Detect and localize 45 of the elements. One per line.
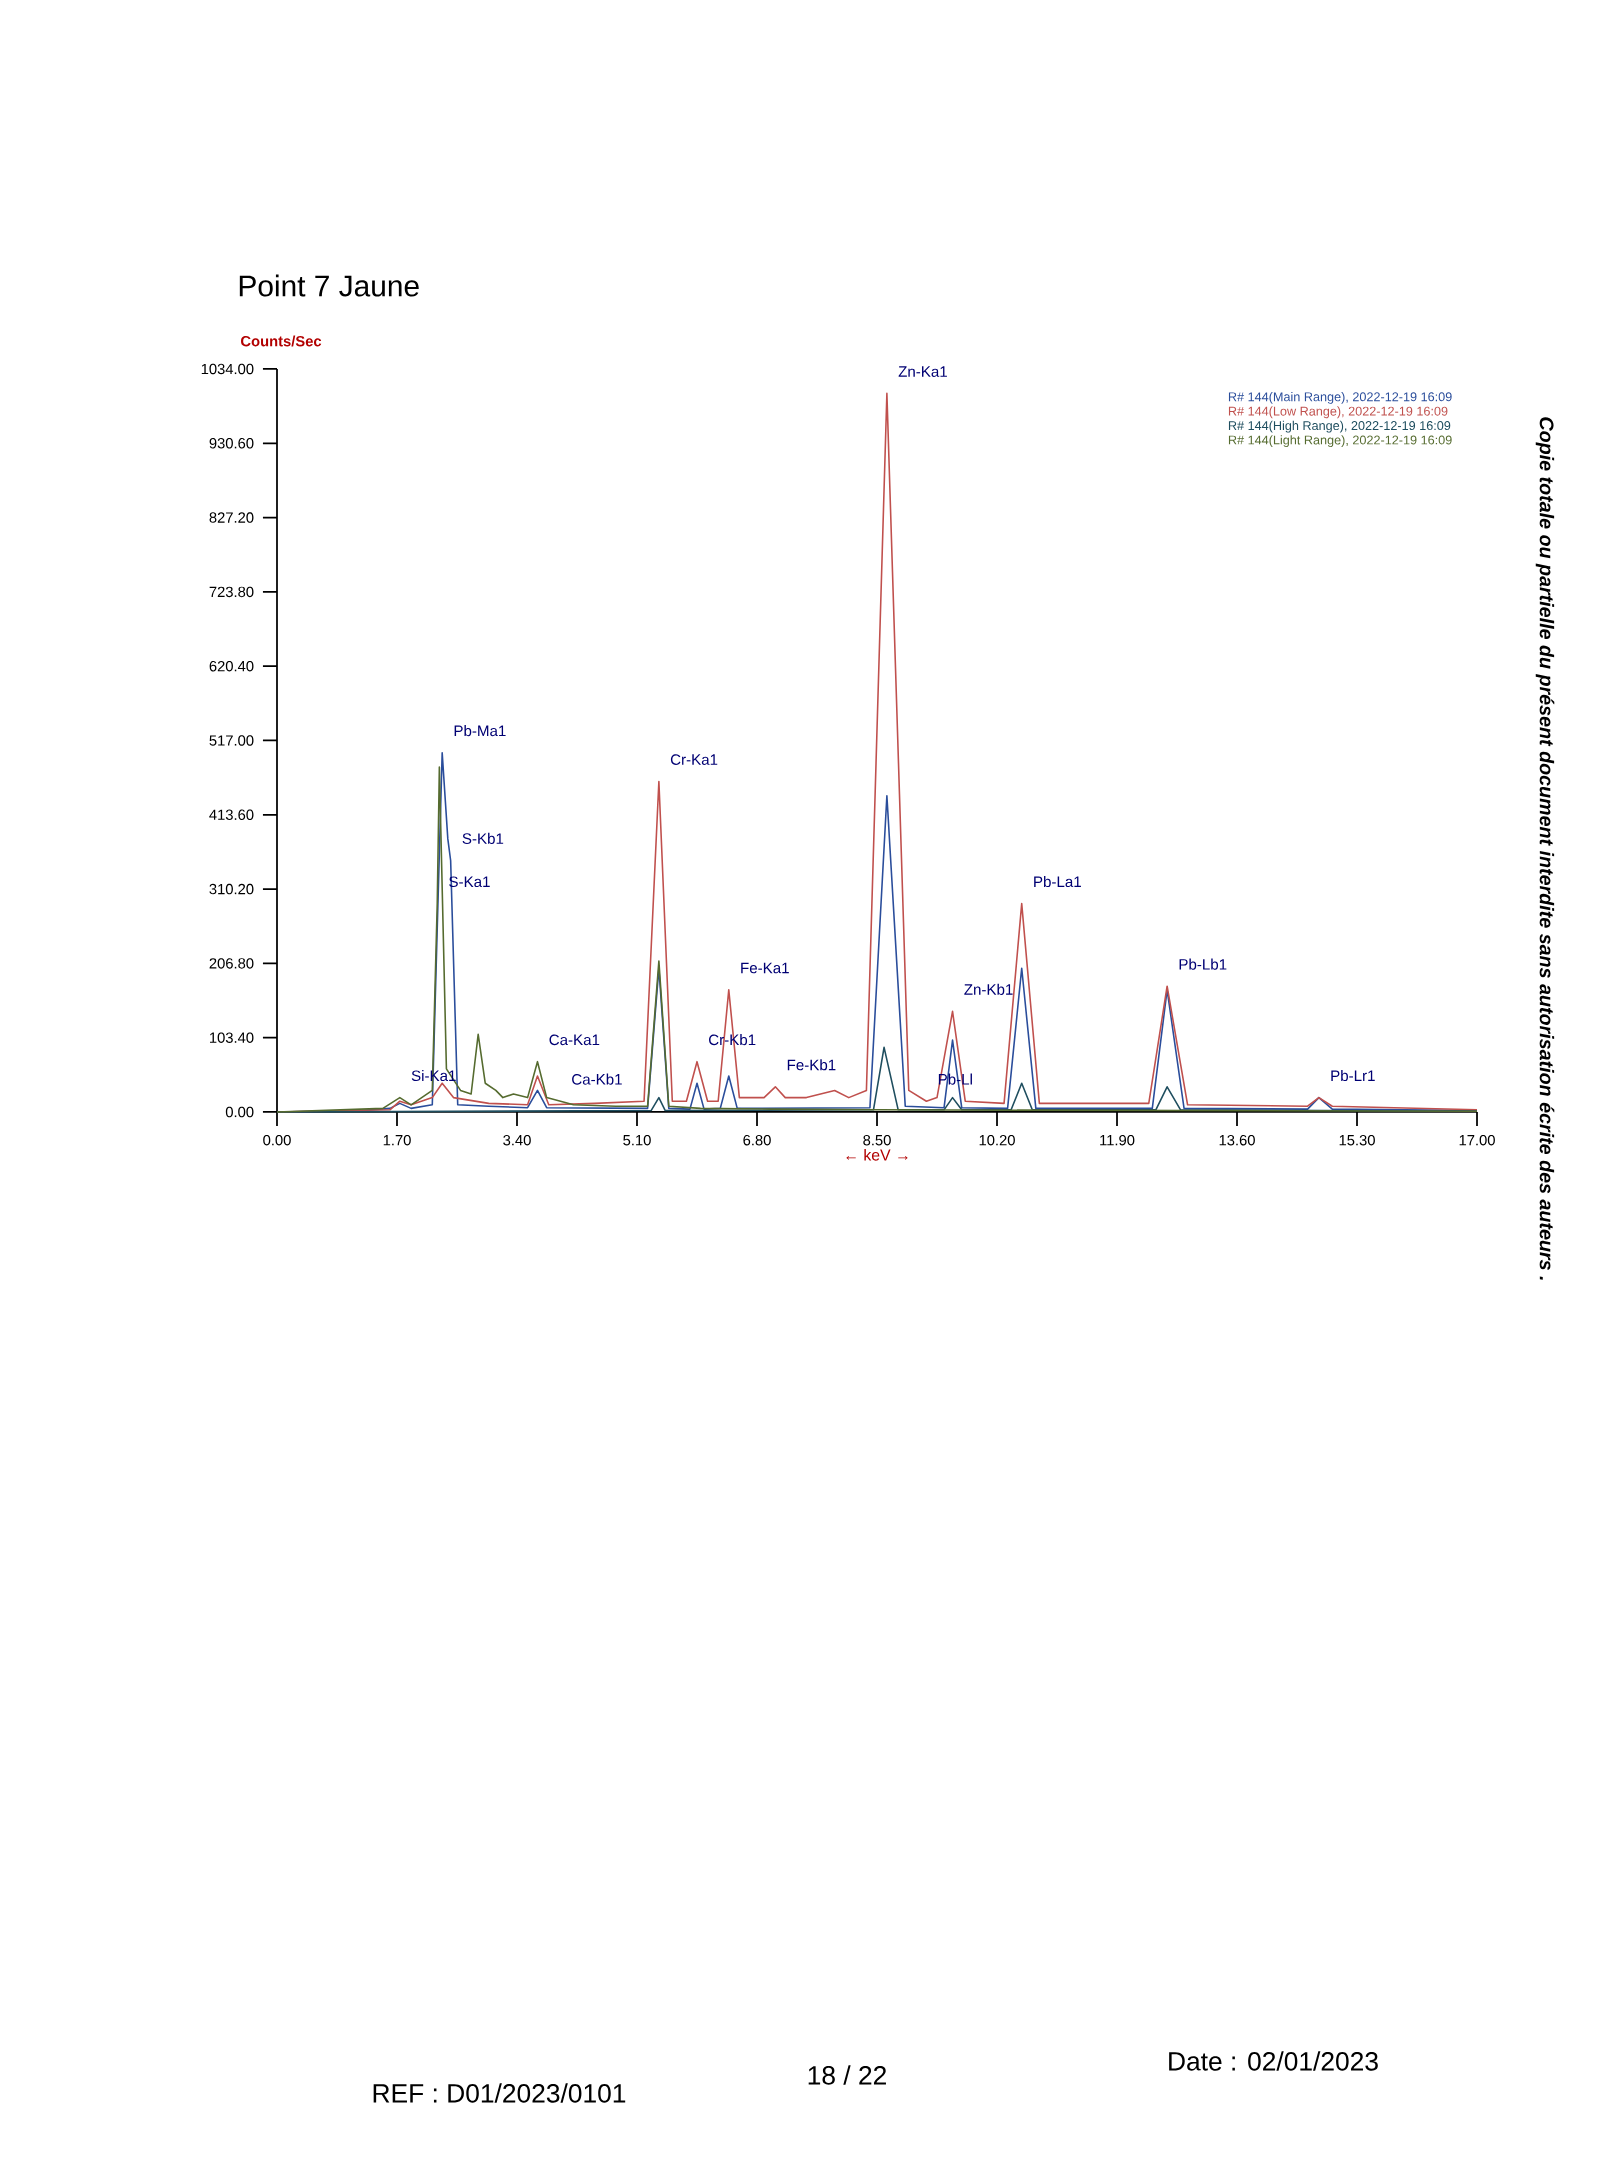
y-tick-label: 1034.00 [201,363,254,375]
annotation: Cr-Ka1 [670,754,718,765]
annotation: Zn-Kb1 [964,983,1013,995]
x-tick-label: 5.10 [623,1134,651,1146]
annotation: Pb-La1 [1034,875,1081,888]
text: R# 144(Main Range), 2022-12-19 16:09 [1228,391,1452,404]
x-axis-title: ← keV → [846,1149,908,1161]
x-tick-label: 15.30 [1339,1134,1375,1146]
y-tick-label: 620.40 [209,660,254,672]
text: 18 / 22 [808,2065,886,2085]
y-axis-title: Counts/Sec [241,335,322,347]
x-tick-label: 1.70 [383,1134,411,1146]
x-tick-label: 10.20 [979,1134,1015,1146]
y-tick-label: 0.00 [225,1106,254,1118]
x-tick-label: 3.40 [503,1134,531,1146]
x-tick-label: 0.00 [263,1134,291,1146]
annotation: S-Kb1 [462,832,504,844]
y-tick-label: 723.80 [209,586,254,598]
text: REF : D01/2023/0101 [373,2083,626,2103]
annotation: Ca-Kb1 [572,1073,622,1085]
annotation: Ca-Ka1 [549,1034,600,1046]
text: R# 144(Light Range), 2022-12-19 16:09 [1228,435,1452,448]
x-tick-label: 11.90 [1100,1134,1135,1146]
y-tick-label: 517.00 [209,735,254,746]
x-tick-label: 17.00 [1459,1134,1495,1146]
y-tick-label: 930.60 [209,438,254,449]
annotation: Zn-Ka1 [898,366,947,377]
chart-title: Point 7 Jaune [239,274,419,297]
text: Copie totale ou partielle du présent document interdite sans autorisation écrite des auteurs . [1535,417,1555,1280]
annotation: Pb-Ma1 [454,725,506,737]
text: R# 144(High Range), 2022-12-19 16:09 [1228,420,1451,433]
y-tick-label: 206.80 [209,958,254,969]
text: R# 144(Low Range), 2022-12-19 16:09 [1228,406,1448,419]
x-tick-label: 13.60 [1219,1134,1255,1146]
annotation: Fe-Kb1 [787,1059,836,1071]
annotation: Pb-Lb1 [1179,958,1227,970]
x-tick-label: 8.50 [863,1134,891,1146]
text: Date : 02/01/2023 [1169,2051,1378,2071]
y-tick-label: 310.20 [209,883,254,895]
y-tick-label: 103.40 [209,1032,254,1043]
x-tick-label: 6.80 [743,1134,771,1146]
y-tick-label: 413.60 [209,809,254,821]
annotation: Fe-Ka1 [741,962,789,974]
annotation: Pb-Lr1 [1331,1069,1375,1082]
y-tick-label: 827.20 [209,512,254,523]
